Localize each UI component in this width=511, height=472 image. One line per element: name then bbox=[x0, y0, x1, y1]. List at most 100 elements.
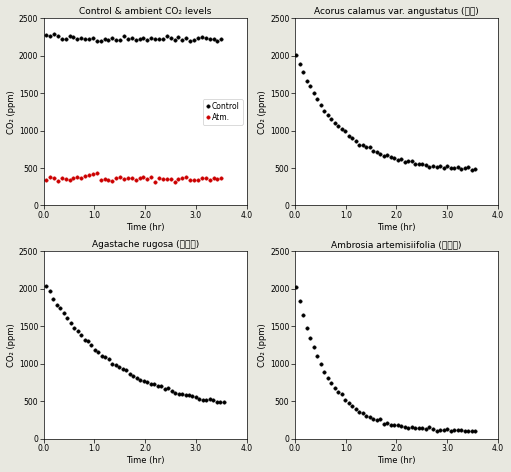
Atm. bbox=[160, 176, 166, 182]
Control bbox=[74, 36, 80, 42]
Y-axis label: CO₂ (ppm): CO₂ (ppm) bbox=[258, 90, 267, 134]
Atm. bbox=[90, 171, 96, 177]
Atm. bbox=[78, 175, 84, 180]
Atm. bbox=[199, 175, 205, 180]
Control bbox=[105, 37, 111, 42]
Control bbox=[66, 33, 73, 39]
Y-axis label: CO₂ (ppm): CO₂ (ppm) bbox=[258, 323, 267, 367]
Atm. bbox=[74, 175, 80, 180]
Control bbox=[129, 35, 135, 41]
Atm. bbox=[203, 176, 209, 181]
Atm. bbox=[133, 177, 139, 183]
X-axis label: Time (hr): Time (hr) bbox=[126, 456, 165, 465]
Atm. bbox=[82, 173, 88, 179]
Atm. bbox=[117, 174, 123, 180]
Title: Agastache rugosa (배초향): Agastache rugosa (배초향) bbox=[91, 240, 199, 249]
Title: Ambrosia artemisiifolia (돼지풀): Ambrosia artemisiifolia (돼지풀) bbox=[331, 240, 462, 249]
Atm. bbox=[172, 179, 178, 185]
Atm. bbox=[47, 175, 53, 180]
Atm. bbox=[94, 170, 100, 176]
Control bbox=[168, 35, 174, 41]
Atm. bbox=[55, 178, 61, 184]
Control bbox=[90, 35, 96, 41]
Control bbox=[47, 33, 53, 38]
Control bbox=[86, 36, 92, 42]
Control bbox=[175, 34, 181, 40]
Atm. bbox=[43, 177, 49, 182]
Atm. bbox=[191, 177, 197, 183]
Atm. bbox=[86, 172, 92, 178]
Atm. bbox=[152, 179, 158, 185]
Control bbox=[141, 35, 147, 41]
Control bbox=[136, 36, 143, 42]
Control bbox=[133, 38, 139, 43]
Control bbox=[78, 35, 84, 41]
Atm. bbox=[214, 176, 220, 182]
Control bbox=[71, 34, 77, 40]
Y-axis label: CO₂ (ppm): CO₂ (ppm) bbox=[7, 90, 16, 134]
Control bbox=[211, 36, 217, 42]
Control bbox=[125, 36, 131, 42]
Atm. bbox=[129, 176, 135, 181]
Atm. bbox=[187, 177, 193, 182]
Control bbox=[82, 36, 88, 42]
Atm. bbox=[66, 177, 73, 183]
Atm. bbox=[206, 177, 213, 183]
Control bbox=[102, 36, 108, 42]
Control bbox=[94, 38, 100, 44]
Legend: Control, Atm.: Control, Atm. bbox=[203, 99, 243, 125]
Control bbox=[156, 36, 162, 42]
Atm. bbox=[136, 176, 143, 181]
Atm. bbox=[105, 177, 111, 183]
Atm. bbox=[175, 177, 181, 182]
Control bbox=[187, 38, 193, 44]
Control bbox=[144, 37, 150, 43]
Control bbox=[51, 32, 57, 37]
Atm. bbox=[98, 177, 104, 182]
Control bbox=[121, 34, 127, 39]
Atm. bbox=[113, 175, 119, 181]
Atm. bbox=[141, 174, 147, 180]
Line: Control: Control bbox=[44, 33, 223, 43]
Atm. bbox=[218, 175, 224, 180]
Atm. bbox=[168, 176, 174, 182]
Atm. bbox=[156, 175, 162, 181]
Y-axis label: CO₂ (ppm): CO₂ (ppm) bbox=[7, 323, 16, 367]
Control bbox=[199, 34, 205, 40]
Control bbox=[172, 37, 178, 43]
Atm. bbox=[121, 176, 127, 182]
Control bbox=[214, 38, 220, 43]
Control bbox=[152, 36, 158, 42]
Control bbox=[62, 36, 68, 42]
Control bbox=[43, 32, 49, 37]
X-axis label: Time (hr): Time (hr) bbox=[377, 456, 416, 465]
Control bbox=[98, 38, 104, 44]
Atm. bbox=[211, 176, 217, 181]
Control bbox=[218, 37, 224, 42]
Atm. bbox=[148, 174, 154, 180]
Atm. bbox=[109, 177, 115, 183]
Atm. bbox=[51, 176, 57, 181]
Control bbox=[55, 33, 61, 39]
Control bbox=[206, 36, 213, 42]
Control bbox=[113, 37, 119, 42]
Atm. bbox=[179, 176, 185, 181]
X-axis label: Time (hr): Time (hr) bbox=[377, 223, 416, 232]
Title: Acorus calamus var. angustatus (창포): Acorus calamus var. angustatus (창포) bbox=[314, 7, 479, 16]
Atm. bbox=[144, 176, 150, 182]
Control bbox=[160, 36, 166, 42]
Control bbox=[203, 35, 209, 41]
Atm. bbox=[164, 177, 170, 182]
Atm. bbox=[125, 175, 131, 180]
Atm. bbox=[62, 177, 68, 182]
Control bbox=[191, 37, 197, 43]
Control bbox=[164, 33, 170, 38]
Line: Atm.: Atm. bbox=[44, 172, 223, 184]
Control bbox=[109, 35, 115, 41]
Title: Control & ambient CO₂ levels: Control & ambient CO₂ levels bbox=[79, 7, 212, 16]
Atm. bbox=[195, 177, 201, 182]
X-axis label: Time (hr): Time (hr) bbox=[126, 223, 165, 232]
Control bbox=[179, 37, 185, 43]
Control bbox=[117, 38, 123, 43]
Control bbox=[59, 36, 65, 42]
